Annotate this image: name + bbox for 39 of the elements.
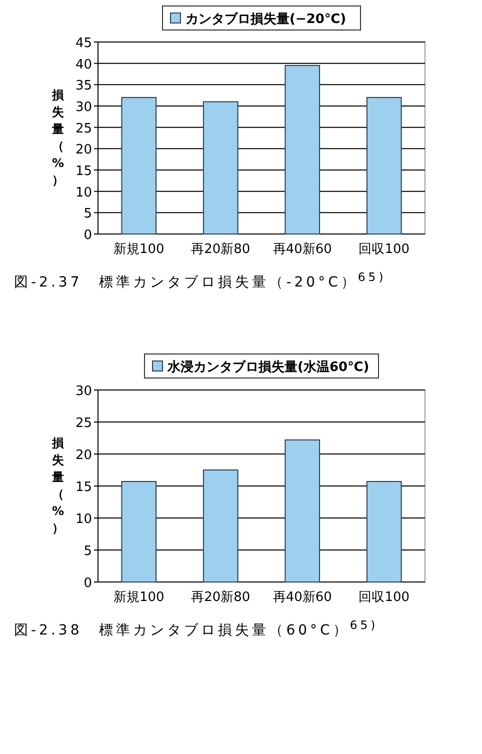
- bar: [121, 480, 157, 582]
- legend-label: 水浸カンタブロ損失量(水温60℃): [166, 358, 370, 375]
- x-tick-label: 新規100: [113, 242, 164, 257]
- y-tick-label: 25: [75, 121, 92, 136]
- bar: [284, 439, 320, 582]
- y-tick-label: 5: [84, 206, 92, 222]
- text: 図-2.37 標準カンタブロ損失量（-20°C）$^{65)}$: [14, 270, 388, 292]
- y-tick-label: 20: [75, 448, 92, 463]
- y-tick-label: 15: [75, 480, 92, 495]
- x-tick-label: 回収100: [358, 590, 410, 605]
- y-tick-label: 25: [75, 416, 92, 431]
- y-axis-title: 損失量（%）: [51, 436, 65, 535]
- y-tick-label: 15: [75, 164, 92, 179]
- y-tick-label: 35: [75, 78, 92, 94]
- bar: [366, 480, 402, 582]
- bar: [284, 64, 320, 234]
- y-tick-label: 45: [75, 36, 92, 51]
- bar: [202, 101, 238, 234]
- bar: [121, 96, 157, 234]
- y-tick-label: 40: [75, 57, 92, 72]
- y-tick-label: 0: [84, 576, 92, 591]
- bar: [202, 469, 238, 582]
- y-tick-label: 10: [75, 185, 92, 200]
- text: 図-2.38 標準カンタブロ損失量（60°C）$^{65)}$: [14, 618, 380, 640]
- y-tick-label: 5: [84, 544, 92, 559]
- x-tick-label: 回収100: [358, 242, 410, 257]
- y-tick-label: 20: [75, 142, 92, 158]
- y-tick-label: 0: [84, 228, 92, 243]
- x-tick-label: 再20新80: [191, 590, 250, 605]
- x-tick-label: 再20新80: [191, 242, 250, 257]
- bar: [366, 96, 402, 234]
- y-tick-label: 30: [75, 384, 92, 399]
- legend-label: カンタブロ損失量(−20℃): [186, 11, 346, 27]
- y-tick-label: 30: [75, 100, 92, 115]
- y-tick-label: 10: [75, 512, 92, 527]
- y-axis-title: 損失量（%）: [51, 88, 65, 187]
- x-tick-label: 再40新60: [272, 242, 332, 257]
- x-tick-label: 再40新60: [272, 590, 332, 605]
- x-tick-label: 新規100: [113, 590, 164, 605]
